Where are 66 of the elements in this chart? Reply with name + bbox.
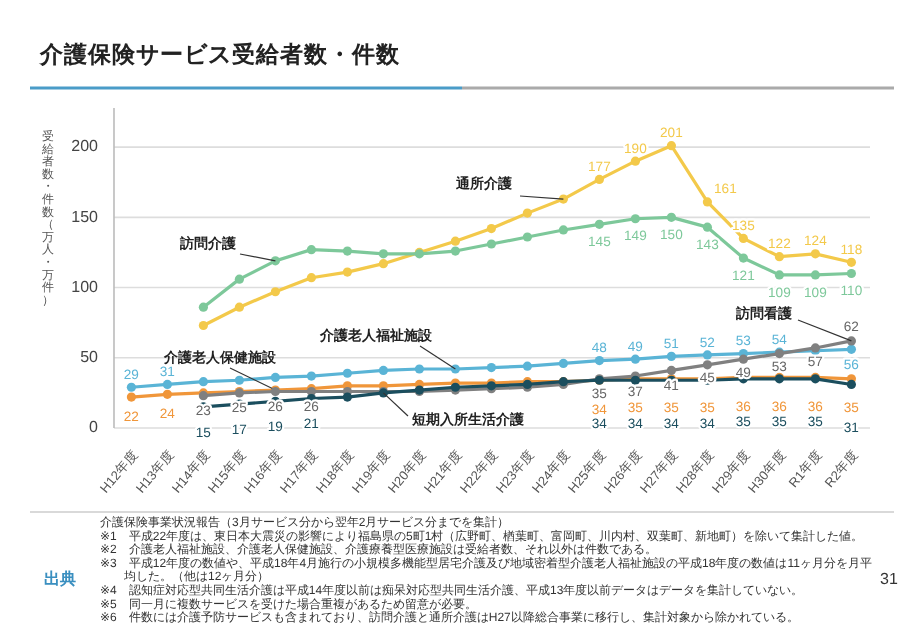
point — [666, 365, 676, 376]
point — [702, 222, 712, 232]
point — [522, 208, 532, 218]
point — [414, 364, 424, 374]
point — [126, 392, 136, 402]
point — [486, 363, 496, 373]
y-tick-label: 0 — [89, 418, 100, 437]
point — [738, 253, 748, 263]
point — [846, 379, 856, 390]
y-tick-label: 100 — [71, 277, 100, 296]
point — [594, 219, 604, 229]
point — [558, 225, 568, 235]
text: 出典 — [44, 570, 76, 588]
point — [738, 354, 748, 364]
point — [378, 249, 388, 259]
point — [198, 320, 208, 331]
point — [450, 246, 460, 256]
point — [594, 174, 604, 185]
point — [666, 212, 676, 222]
point — [846, 268, 856, 279]
point — [486, 239, 496, 249]
point — [738, 233, 748, 243]
point — [342, 246, 352, 256]
point — [270, 372, 280, 383]
point — [702, 350, 712, 360]
point — [630, 354, 640, 364]
point — [342, 392, 352, 402]
point — [234, 375, 244, 385]
point — [162, 379, 172, 390]
point — [558, 358, 568, 368]
point — [270, 287, 280, 297]
point — [594, 355, 604, 366]
point — [810, 249, 820, 259]
point — [378, 365, 388, 376]
point — [666, 351, 676, 361]
point — [162, 389, 172, 399]
point — [774, 270, 784, 280]
point — [846, 344, 856, 354]
point — [486, 223, 496, 234]
point — [522, 232, 532, 242]
y-tick-label: 150 — [71, 207, 100, 226]
point — [342, 368, 352, 378]
point — [846, 257, 856, 267]
point — [702, 360, 712, 370]
point — [378, 259, 388, 269]
point — [198, 302, 208, 312]
point — [342, 267, 352, 277]
y-tick-label: 200 — [71, 137, 100, 156]
text: 31 — [880, 570, 899, 588]
point — [306, 245, 316, 255]
point — [522, 361, 532, 371]
point — [702, 197, 712, 207]
point — [234, 302, 244, 312]
point — [126, 382, 136, 392]
point — [450, 236, 460, 246]
point — [234, 274, 244, 284]
y-tick-label: 50 — [80, 348, 100, 366]
point — [630, 214, 640, 224]
point — [306, 273, 316, 283]
point — [666, 141, 676, 151]
point — [810, 270, 820, 280]
point — [630, 156, 640, 166]
point — [306, 371, 316, 381]
point — [198, 377, 208, 387]
point — [774, 252, 784, 262]
chart-title: 介護保険サービス受給者数・件数 — [38, 40, 402, 68]
